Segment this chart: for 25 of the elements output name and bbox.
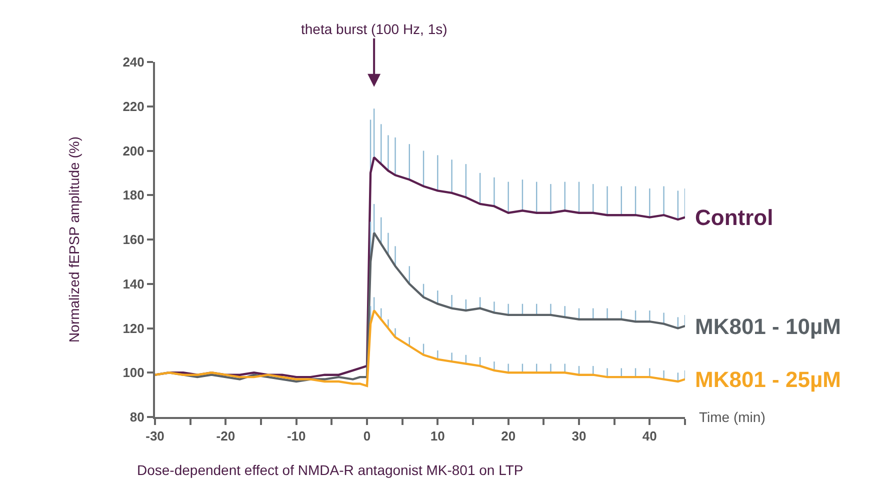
y-tick-label: 200 <box>122 143 144 158</box>
y-tick-label: 240 <box>122 54 144 70</box>
x-tick-label: 30 <box>572 428 586 444</box>
text: theta burst (100 Hz, 1s) <box>301 21 448 37</box>
y-tick-label: 140 <box>122 276 144 292</box>
x-tick-label: 10 <box>430 428 445 444</box>
series-label: MK801 - 10µM <box>695 314 841 339</box>
x-tick-label: 40 <box>642 428 657 444</box>
text: Dose-dependent effect of NMDA-R antagonist MK-801 on LTP <box>137 462 524 478</box>
y-tick-label: 180 <box>122 188 144 203</box>
x-tick-label: -10 <box>286 428 306 444</box>
series-label: MK801 - 25µM <box>695 367 841 392</box>
y-tick-label: 160 <box>122 232 144 248</box>
y-axis-title: Normalized fEPSP amplitude (%) <box>66 136 82 342</box>
x-axis-title: Time (min) <box>699 409 766 425</box>
x-tick-label: -20 <box>216 428 236 444</box>
x-tick-label: -30 <box>146 428 164 444</box>
series-label: Control <box>695 205 774 230</box>
y-tick-label: 100 <box>122 365 144 380</box>
y-tick-label: 80 <box>130 410 144 425</box>
line-series <box>155 309 685 388</box>
y-tick-label: 220 <box>122 98 144 114</box>
y-tick-label: 120 <box>122 320 144 336</box>
x-tick-label: 20 <box>501 428 516 444</box>
x-tick-label: 0 <box>363 428 371 444</box>
